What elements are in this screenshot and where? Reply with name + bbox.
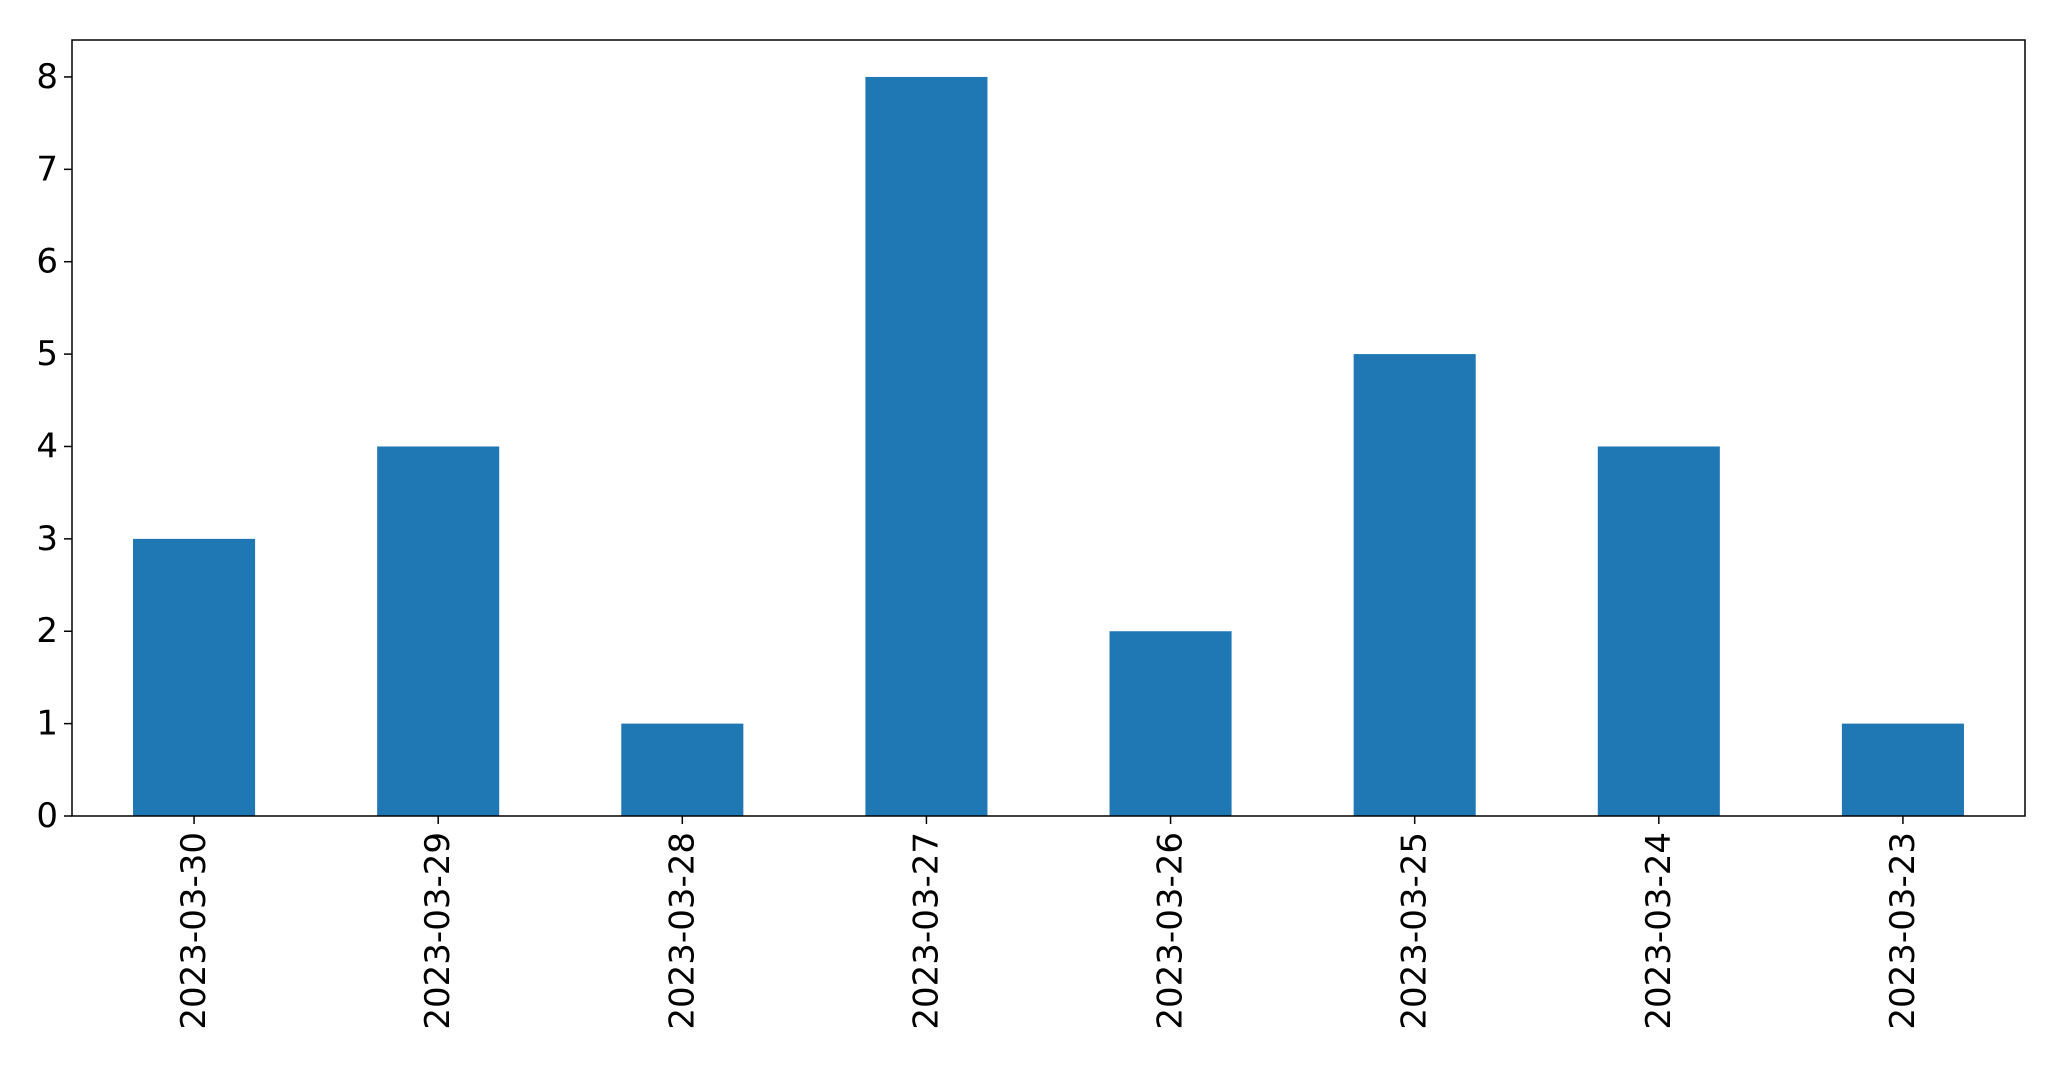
y-tick-label: 6 xyxy=(36,242,58,282)
x-tick-label: 2023-03-24 xyxy=(1639,832,1679,1030)
x-tick-label: 2023-03-23 xyxy=(1883,832,1923,1030)
y-tick-label: 2 xyxy=(36,611,58,651)
x-tick-label: 2023-03-30 xyxy=(174,832,214,1030)
y-tick-label: 1 xyxy=(36,704,58,744)
x-tick-label: 2023-03-27 xyxy=(906,832,946,1030)
y-tick-label: 5 xyxy=(36,334,58,374)
y-tick-label: 0 xyxy=(36,796,58,836)
plot-frame xyxy=(71,39,2026,817)
y-tick-label: 7 xyxy=(36,149,58,189)
x-tick-label: 2023-03-29 xyxy=(418,832,458,1030)
bar-2023-03-23 xyxy=(1841,723,1964,816)
x-tick-label: 2023-03-28 xyxy=(662,832,702,1030)
x-axis: 2023-03-30 2023-03-29 2023-03-28 2023-03-27… xyxy=(174,816,1923,1030)
bar-2023-03-28 xyxy=(621,723,744,816)
bar-2023-03-29 xyxy=(377,446,500,816)
bar-2023-03-25 xyxy=(1353,354,1476,816)
bar-2023-03-24 xyxy=(1597,446,1720,816)
y-tick-label: 3 xyxy=(36,519,58,559)
y-tick-label: 4 xyxy=(36,426,58,466)
x-tick-label: 2023-03-26 xyxy=(1151,832,1191,1030)
bars-layer xyxy=(133,76,1964,816)
bar-2023-03-26 xyxy=(1109,631,1232,816)
y-axis: 0 1 2 3 4 5 6 7 8 xyxy=(36,57,72,836)
bar-2023-03-30 xyxy=(133,538,256,816)
y-tick-label: 8 xyxy=(36,57,58,97)
x-tick-label: 2023-03-25 xyxy=(1395,832,1435,1030)
bar-2023-03-27 xyxy=(865,76,988,816)
